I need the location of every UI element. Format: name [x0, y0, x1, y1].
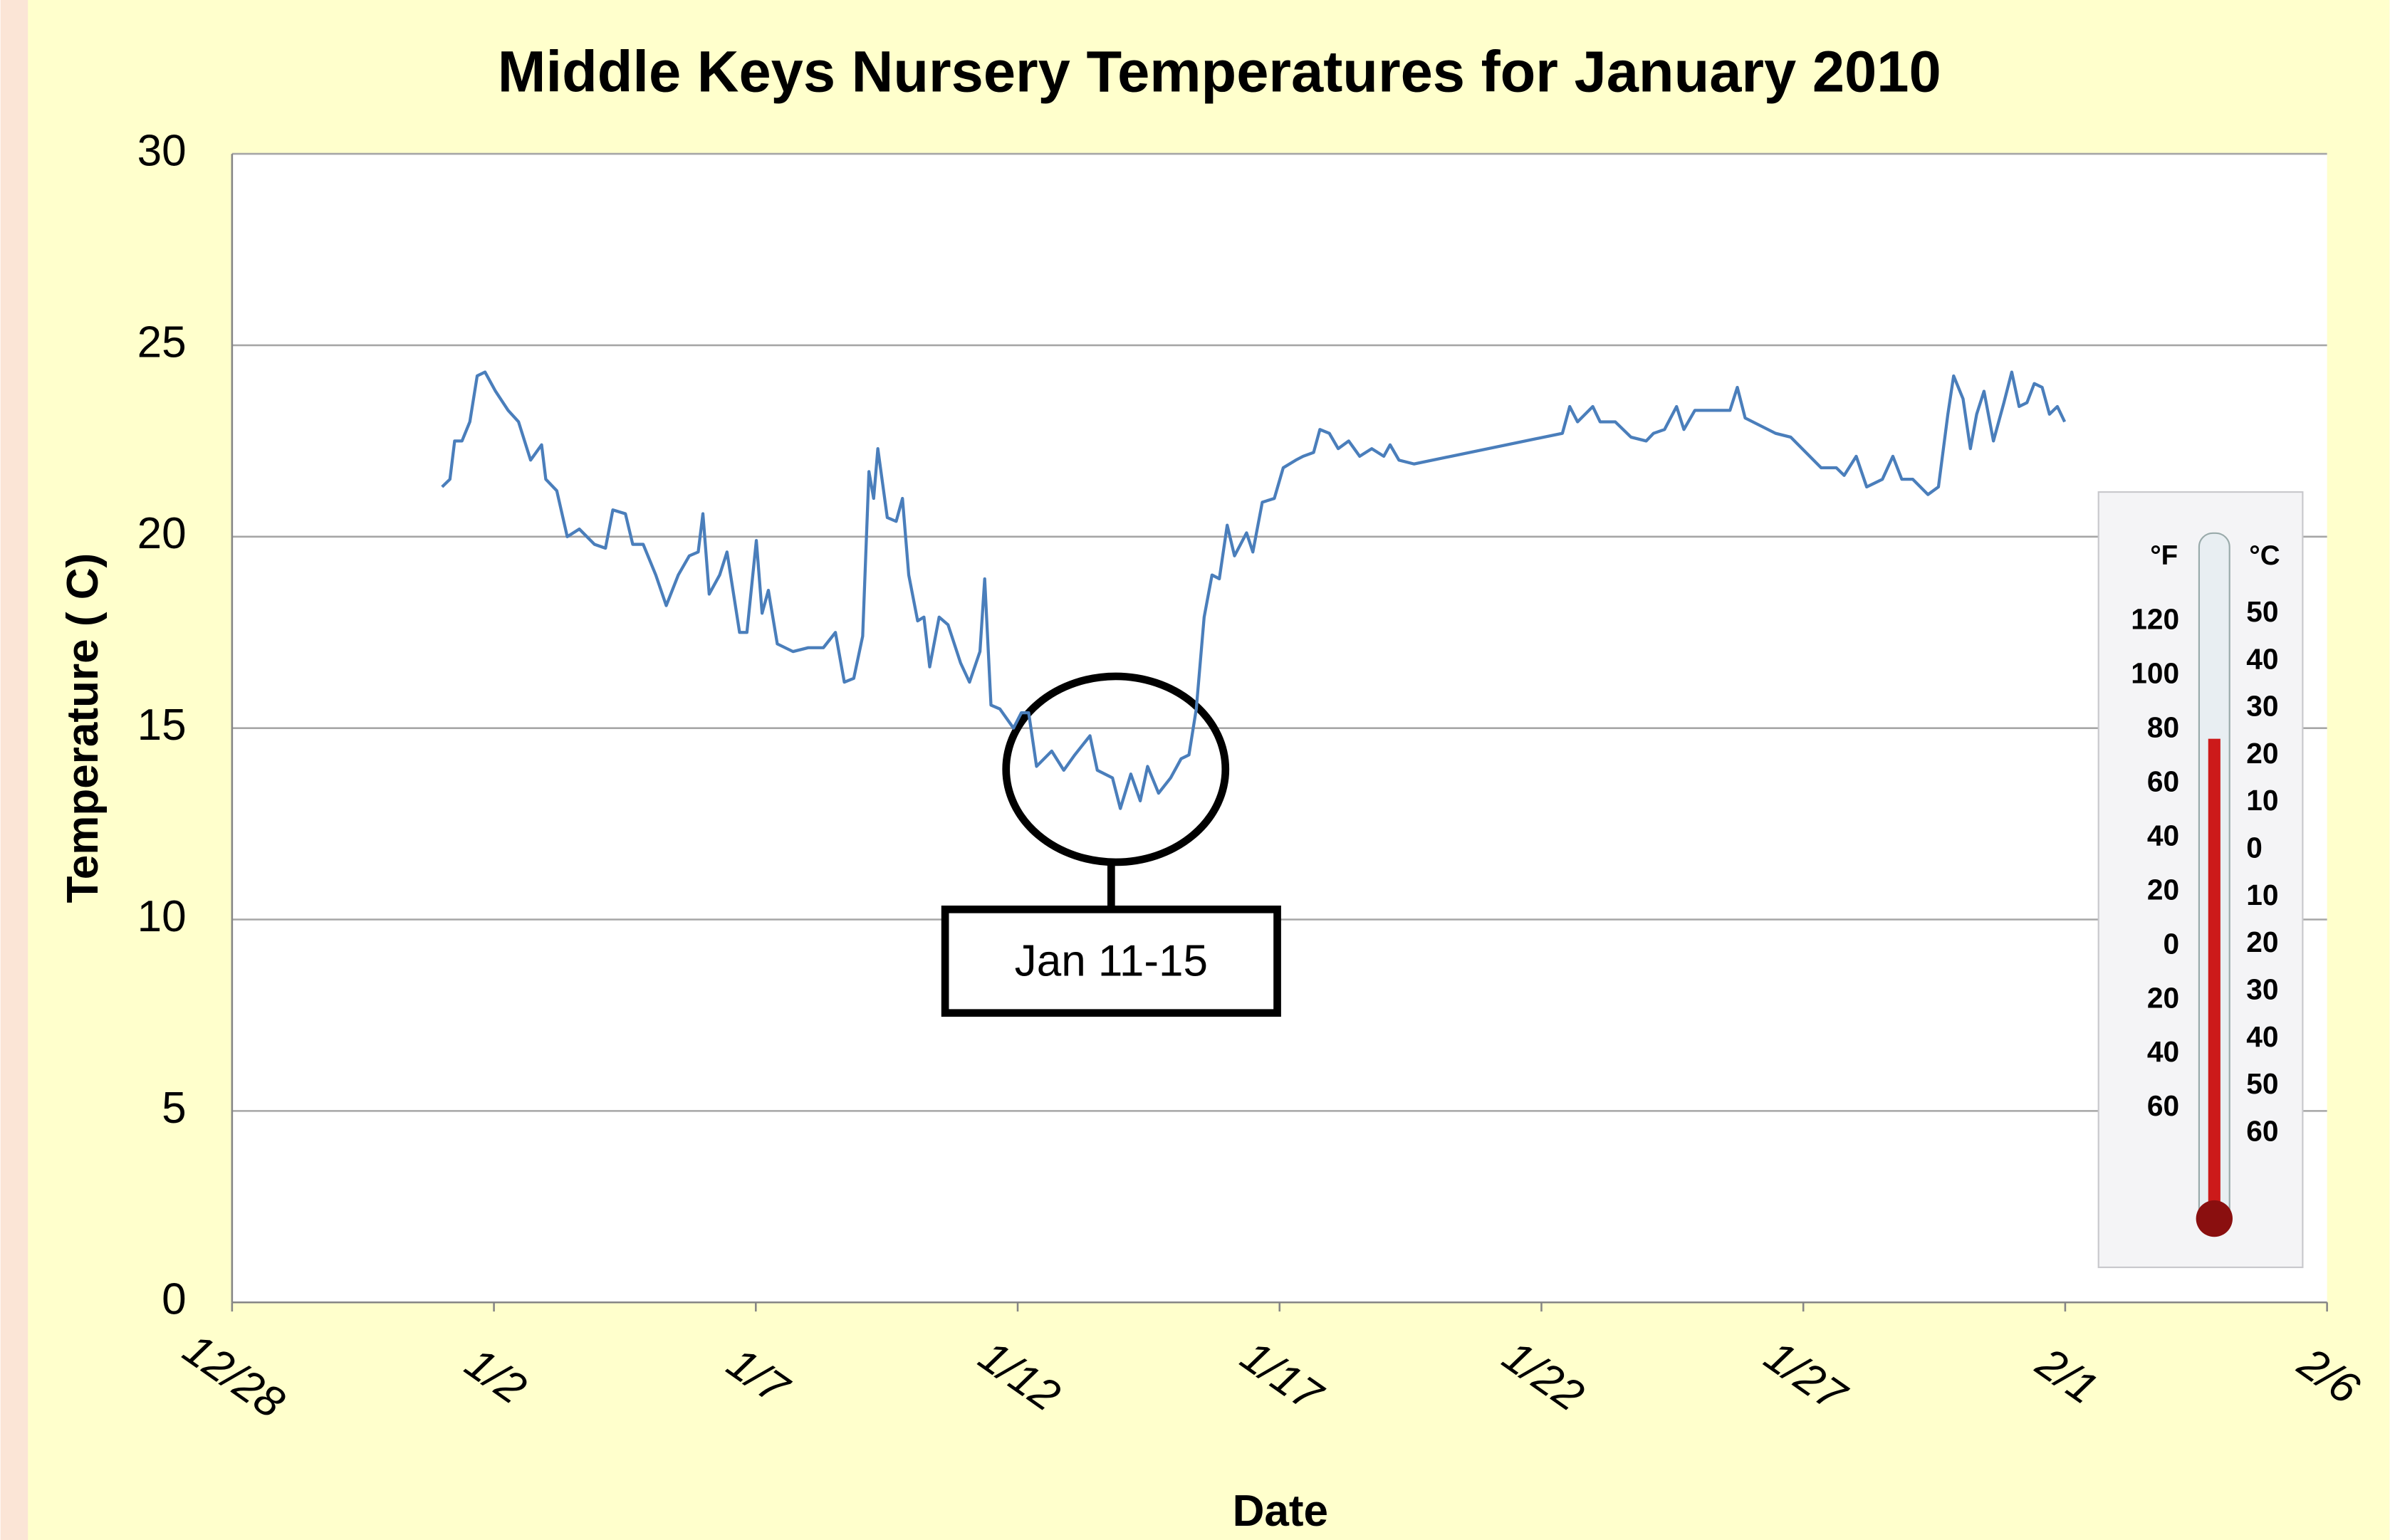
thermometer-c-label: 50: [2246, 1067, 2278, 1100]
y-tick-label: 25: [137, 318, 187, 367]
annotation-box: [941, 905, 1281, 1017]
data-line: [441, 370, 2067, 810]
thermometer-c-label: 40: [2246, 1020, 2278, 1053]
thermometer: °F °C120100806040200204060504030201001020…: [2097, 491, 2304, 1269]
thermometer-bulb: [2196, 1200, 2233, 1237]
thermometer-c-label: 0: [2246, 832, 2263, 864]
thermometer-fluid: [2208, 738, 2221, 1211]
thermometer-unit: °C: [2249, 540, 2280, 571]
y-axis-label: Temperature ( C): [58, 553, 108, 903]
thermometer-c-label: 20: [2246, 737, 2278, 770]
thermometer-c-label: 40: [2246, 642, 2278, 675]
annotation-circle: [1002, 672, 1230, 866]
thermometer-c-label: 30: [2246, 973, 2278, 1006]
annotation: Jan 11-15: [941, 672, 1281, 1017]
thermometer-c-label: 10: [2246, 879, 2278, 911]
thermometer-c-label: 60: [2246, 1114, 2278, 1147]
thermometer-f-label: 120: [2131, 603, 2179, 636]
thermometer-c-label: 20: [2246, 926, 2278, 958]
y-tick-label: 30: [137, 126, 187, 175]
thermometer-f-label: 100: [2131, 657, 2179, 690]
thermometer-f-label: 60: [2147, 1089, 2179, 1122]
y-tick-label: 15: [137, 701, 187, 750]
thermometer-c-label: 50: [2246, 595, 2278, 628]
chart-title: Middle Keys Nursery Temperatures for Jan…: [498, 39, 1941, 104]
annotation-text: Jan 11-15: [1015, 937, 1208, 986]
thermometer-f-label: 80: [2147, 711, 2179, 744]
y-tick-label: 0: [162, 1275, 186, 1324]
thermometer-f-label: 20: [2147, 981, 2179, 1014]
thermometer-unit: °F: [2150, 540, 2178, 571]
thermometer-c-label: 30: [2246, 690, 2278, 723]
thermometer-f-label: 60: [2147, 765, 2179, 797]
y-tick-label: 5: [162, 1084, 186, 1133]
thermometer-f-label: 20: [2147, 873, 2179, 906]
thermometer-f-label: 40: [2147, 1035, 2179, 1068]
x-axis-label: Date: [1233, 1487, 1328, 1536]
y-tick-label: 20: [137, 509, 187, 558]
thermometer-c-label: 10: [2246, 784, 2278, 817]
thermometer-f-label: 0: [2164, 927, 2180, 960]
thermometer-f-label: 40: [2147, 819, 2179, 852]
y-tick-label: 10: [137, 892, 187, 941]
